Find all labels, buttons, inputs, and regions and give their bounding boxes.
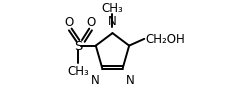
Text: CH₃: CH₃ — [101, 2, 123, 15]
Text: CH₃: CH₃ — [67, 64, 89, 77]
Text: O: O — [64, 16, 73, 29]
Text: O: O — [86, 16, 95, 29]
Text: S: S — [74, 40, 82, 53]
Text: N: N — [125, 73, 134, 86]
Text: N: N — [90, 73, 99, 86]
Text: CH₂OH: CH₂OH — [145, 33, 185, 46]
Text: N: N — [108, 15, 116, 28]
